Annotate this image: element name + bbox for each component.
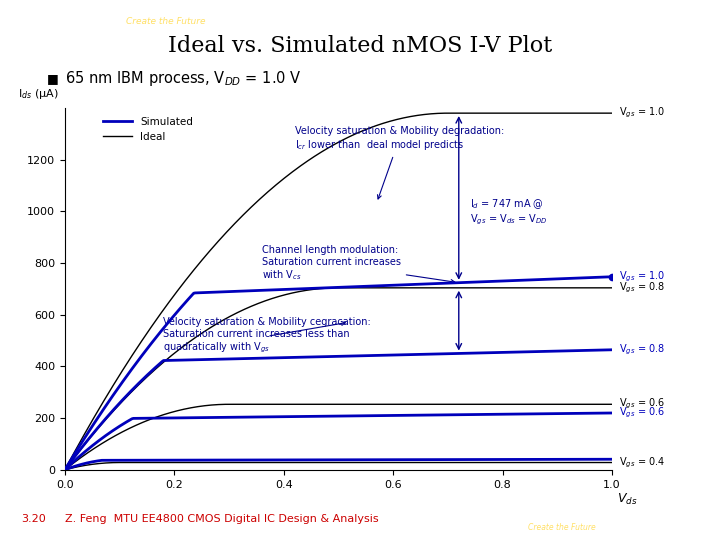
Text: Michigan Tech: Michigan Tech xyxy=(4,9,98,22)
Text: Velocity saturation & Mobility degradation:
I$_{cr}$ lower than  deal model pred: Velocity saturation & Mobility degradati… xyxy=(294,126,504,199)
Text: V$_{gs}$ = 1.0: V$_{gs}$ = 1.0 xyxy=(619,106,665,120)
Text: I$_{ds}$ (μA): I$_{ds}$ (μA) xyxy=(18,87,59,101)
Legend: Simulated, Ideal: Simulated, Ideal xyxy=(103,117,193,142)
Text: 3.20: 3.20 xyxy=(22,515,46,524)
Text: V$_{gs}$ = 0.6: V$_{gs}$ = 0.6 xyxy=(619,397,665,411)
Text: V$_{ds}$: V$_{ds}$ xyxy=(618,491,638,507)
Text: Create the Future: Create the Future xyxy=(126,17,205,26)
Text: Channel length modulation:
Saturation current increases
with V$_{cs}$: Channel length modulation: Saturation cu… xyxy=(262,245,455,284)
Text: I$_d$ = 747 mA @
V$_{gs}$ = V$_{ds}$ = V$_{DD}$: I$_d$ = 747 mA @ V$_{gs}$ = V$_{ds}$ = V… xyxy=(469,197,547,227)
Text: V$_{gs}$ = 0.4: V$_{gs}$ = 0.4 xyxy=(619,455,665,470)
Text: 65 nm IBM process, V$_{DD}$ = 1.0 V: 65 nm IBM process, V$_{DD}$ = 1.0 V xyxy=(65,69,302,88)
Text: Velocity saturation & Mobility cegracation:
Saturation current increases less th: Velocity saturation & Mobility cegracati… xyxy=(163,318,371,355)
Text: Ideal vs. Simulated nMOS I-V Plot: Ideal vs. Simulated nMOS I-V Plot xyxy=(168,35,552,57)
Text: MichiganTech: MichiganTech xyxy=(528,506,612,516)
Text: Z. Feng  MTU EE4800 CMOS Digital IC Design & Analysis: Z. Feng MTU EE4800 CMOS Digital IC Desig… xyxy=(65,515,379,524)
Text: Create the Future: Create the Future xyxy=(528,523,595,532)
Text: ■: ■ xyxy=(47,72,58,85)
Text: V$_{gs}$ = 0.6: V$_{gs}$ = 0.6 xyxy=(619,406,665,420)
Text: V$_{gs}$ = 0.8: V$_{gs}$ = 0.8 xyxy=(619,281,665,295)
Text: V$_{gs}$ = 1.0: V$_{gs}$ = 1.0 xyxy=(619,269,665,284)
Text: V$_{gs}$ = 0.8: V$_{gs}$ = 0.8 xyxy=(619,342,665,357)
